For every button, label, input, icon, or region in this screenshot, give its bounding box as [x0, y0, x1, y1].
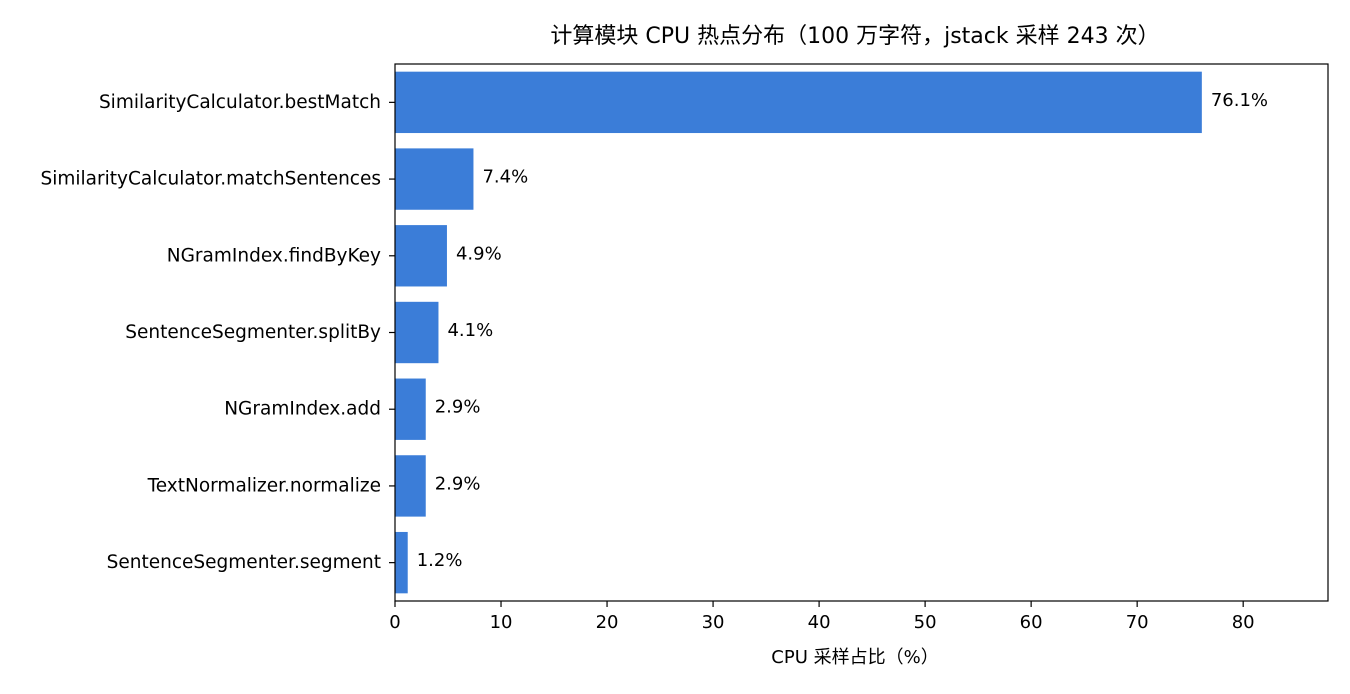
category-label: SentenceSegmenter.splitBy	[125, 322, 381, 343]
plot-frame	[394, 63, 1329, 602]
x-axis-title: CPU 采样占比（%）	[771, 647, 938, 668]
x-tick-label: 40	[808, 612, 831, 633]
category-label: SimilarityCalculator.matchSentences	[40, 169, 381, 190]
data-label: 4.1%	[447, 320, 493, 341]
data-label: 1.2%	[417, 550, 463, 571]
x-tick-label: 80	[1232, 612, 1255, 633]
x-tick-label: 50	[914, 612, 937, 633]
data-label: 2.9%	[435, 397, 481, 418]
bar	[395, 71, 1202, 134]
x-tick-label: 0	[389, 612, 400, 633]
category-label: NGramIndex.add	[224, 399, 381, 420]
bar	[395, 301, 439, 364]
x-tick-label: 70	[1126, 612, 1149, 633]
data-label: 7.4%	[482, 167, 528, 188]
data-label: 76.1%	[1211, 90, 1268, 111]
category-label: SentenceSegmenter.segment	[107, 552, 381, 573]
bar	[395, 148, 474, 210]
category-label: NGramIndex.findByKey	[167, 245, 381, 266]
data-label: 2.9%	[435, 473, 481, 494]
x-tick-label: 30	[702, 612, 725, 633]
x-tick-label: 20	[596, 612, 619, 633]
x-tick-label: 10	[490, 612, 513, 633]
category-label: TextNormalizer.normalize	[147, 475, 381, 496]
bar	[395, 225, 447, 287]
data-label: 4.9%	[456, 243, 502, 264]
bar	[395, 378, 426, 440]
category-label: SimilarityCalculator.bestMatch	[99, 92, 381, 113]
chart-title: 计算模块 CPU 热点分布（100 万字符，jstack 采样 243 次）	[550, 24, 1159, 49]
plot-area: SimilarityCalculator.bestMatch 76.1% Simil…	[40, 63, 1329, 633]
bar	[395, 531, 408, 594]
x-tick-label: 60	[1020, 612, 1043, 633]
bar	[395, 455, 426, 517]
